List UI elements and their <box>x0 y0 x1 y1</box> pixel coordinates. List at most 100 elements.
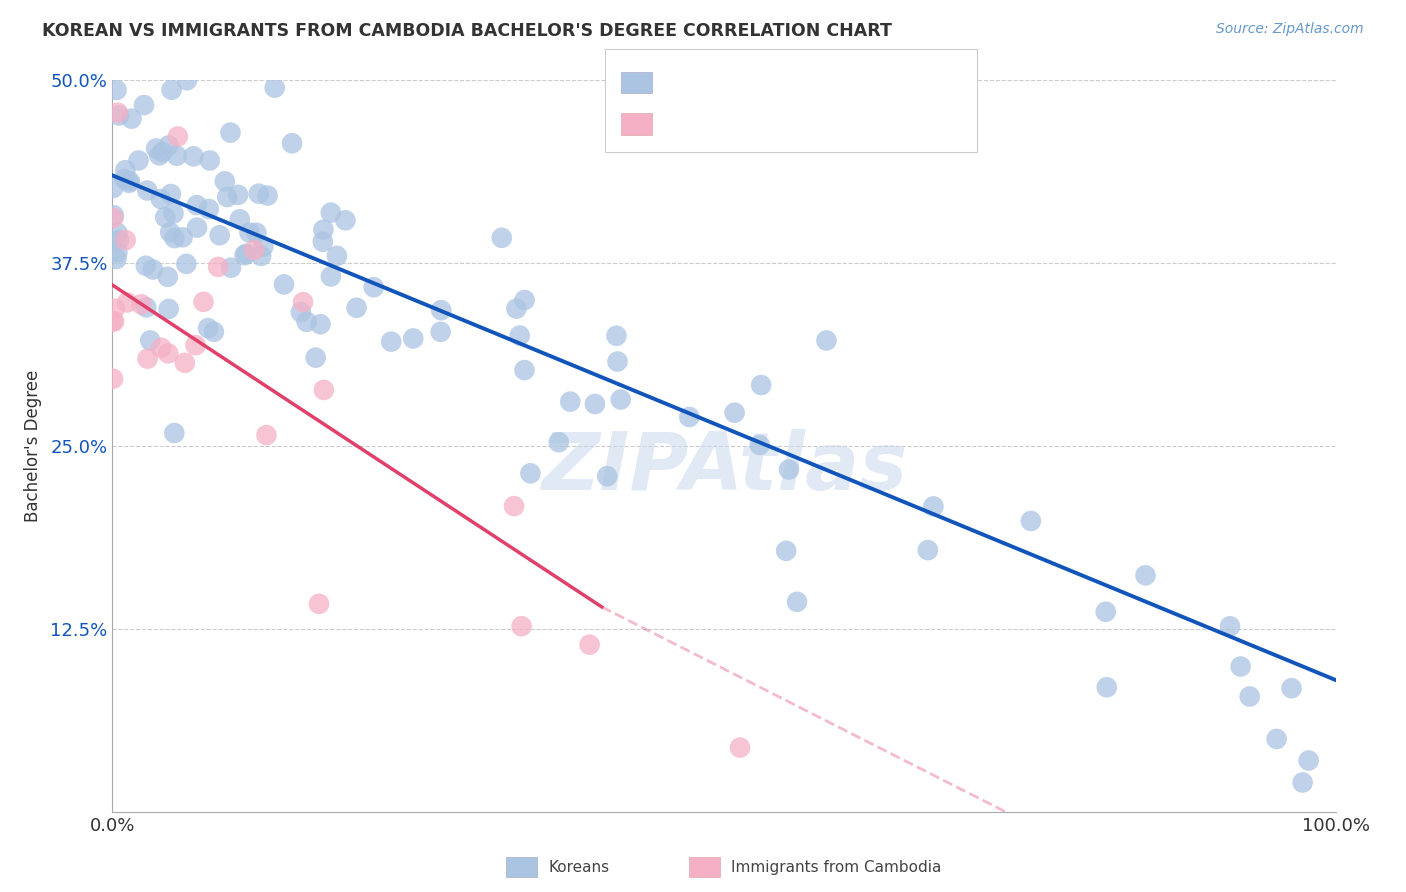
Point <box>503 499 526 513</box>
Point <box>163 231 186 245</box>
Point <box>208 228 231 243</box>
Point <box>1239 690 1261 704</box>
Point <box>145 141 167 155</box>
Point <box>176 73 198 87</box>
Point <box>505 301 527 316</box>
Point <box>596 469 619 483</box>
Point <box>513 293 536 307</box>
Point <box>578 638 600 652</box>
Point <box>160 186 183 201</box>
Point <box>152 145 174 159</box>
Point <box>1281 681 1303 696</box>
Point <box>235 246 257 260</box>
Point <box>139 334 162 348</box>
Point <box>108 108 131 122</box>
Point <box>198 153 221 168</box>
Point <box>238 226 260 240</box>
Point <box>157 138 180 153</box>
Point <box>135 259 157 273</box>
Point <box>114 233 136 247</box>
Point <box>380 334 402 349</box>
Point <box>149 192 172 206</box>
Point <box>786 595 808 609</box>
Point <box>252 239 274 253</box>
Point <box>101 372 124 386</box>
Point <box>281 136 304 151</box>
Point <box>749 378 772 392</box>
Point <box>1291 775 1313 789</box>
Text: ZIPAtlas: ZIPAtlas <box>541 429 907 507</box>
Point <box>1219 619 1241 633</box>
Point <box>583 397 606 411</box>
Point <box>491 231 513 245</box>
Point <box>186 220 208 235</box>
Point <box>184 338 207 352</box>
Point <box>346 301 368 315</box>
Point <box>142 262 165 277</box>
Point <box>214 174 236 188</box>
Point <box>326 249 349 263</box>
Point <box>136 184 159 198</box>
Point <box>219 260 242 275</box>
Point <box>148 148 170 162</box>
Point <box>1298 754 1320 768</box>
Point <box>402 331 425 345</box>
Point <box>107 226 129 240</box>
Point <box>153 211 176 225</box>
Point <box>173 356 195 370</box>
Point <box>105 83 128 97</box>
Point <box>319 269 342 284</box>
Text: Immigrants from Cambodia: Immigrants from Cambodia <box>731 860 942 874</box>
Point <box>114 163 136 178</box>
Point <box>226 187 249 202</box>
Point <box>273 277 295 292</box>
Point <box>1135 568 1157 582</box>
Point <box>186 198 208 212</box>
Point <box>560 394 582 409</box>
Point <box>115 295 138 310</box>
Point <box>167 129 190 144</box>
Point <box>775 543 797 558</box>
Point <box>121 112 143 126</box>
Point <box>1095 680 1118 694</box>
Text: N = 113: N = 113 <box>823 71 891 89</box>
Point <box>309 318 332 332</box>
Point <box>245 226 267 240</box>
Point <box>202 325 225 339</box>
Point <box>229 212 252 227</box>
Point <box>150 341 173 355</box>
Point <box>513 363 536 377</box>
Point <box>519 467 541 481</box>
Point <box>1019 514 1042 528</box>
Point <box>217 190 239 204</box>
Point <box>107 105 129 120</box>
Point <box>103 211 125 225</box>
Point <box>135 301 157 315</box>
Point <box>103 314 125 328</box>
Point <box>305 351 328 365</box>
Point <box>290 305 312 319</box>
Point <box>312 222 335 236</box>
Point <box>172 230 194 244</box>
Point <box>263 80 285 95</box>
Point <box>166 149 188 163</box>
Point <box>136 351 159 366</box>
Point <box>132 98 155 112</box>
Point <box>292 295 315 310</box>
Point <box>547 435 569 450</box>
Point <box>363 280 385 294</box>
Point <box>156 269 179 284</box>
Text: N = 26: N = 26 <box>823 113 880 131</box>
Point <box>128 153 150 168</box>
Point <box>107 245 129 260</box>
Point <box>207 260 229 274</box>
Point <box>429 325 451 339</box>
Point <box>748 438 770 452</box>
Point <box>197 202 219 216</box>
Point <box>193 294 215 309</box>
Point <box>815 334 838 348</box>
Point <box>112 172 135 186</box>
Text: Source: ZipAtlas.com: Source: ZipAtlas.com <box>1216 22 1364 37</box>
Point <box>778 462 800 476</box>
Point <box>256 428 278 442</box>
